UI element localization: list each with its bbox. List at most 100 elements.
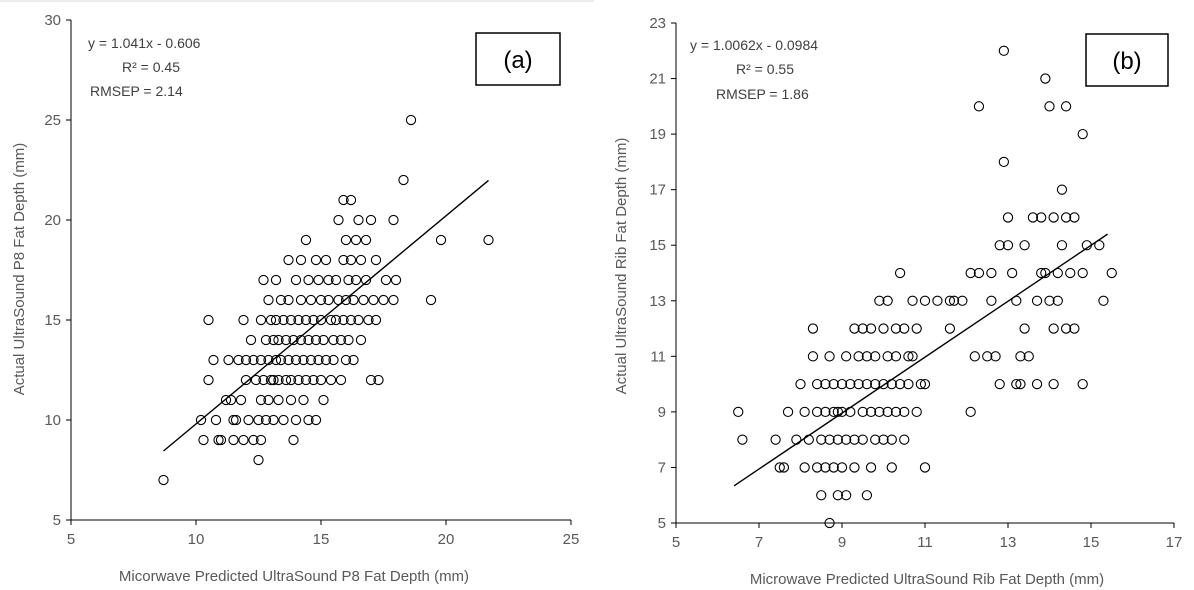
data-point-a [303, 414, 314, 426]
data-point-a [353, 314, 364, 326]
x-tick-label-b: 5 [672, 534, 680, 551]
data-point-b [865, 323, 877, 334]
data-point-b [911, 406, 922, 418]
data-point-a [298, 394, 309, 406]
data-point-b [899, 323, 910, 334]
data-point-b [836, 378, 848, 390]
data-point-a [285, 394, 297, 406]
data-point-a [263, 394, 274, 406]
panel-label-b: (b) [1112, 48, 1141, 75]
data-point-b [811, 378, 823, 390]
data-point-b [1044, 101, 1055, 112]
data-point-b [791, 434, 802, 445]
data-point-b [774, 462, 785, 473]
data-point-b [994, 378, 1005, 390]
data-point-a [338, 254, 349, 266]
data-point-a [310, 254, 322, 266]
data-point-b [832, 434, 843, 445]
data-point-a [235, 394, 247, 406]
data-point-b [849, 434, 860, 445]
y-tick-label-a: 15 [44, 312, 61, 329]
data-point-b [816, 434, 827, 445]
data-point-a [263, 294, 274, 306]
data-point-b [1031, 378, 1043, 390]
data-point-b [1044, 295, 1055, 306]
data-point-b [861, 378, 873, 390]
data-point-b [1048, 378, 1059, 390]
data-point-a [338, 194, 349, 206]
data-point-a [273, 374, 284, 386]
data-point-b [944, 295, 956, 306]
data-point-b [878, 434, 889, 445]
x-tick-label-b: 11 [917, 534, 933, 551]
data-point-b [899, 434, 910, 445]
data-point-b [824, 517, 835, 529]
data-point-b [874, 295, 885, 306]
data-point-b [820, 462, 831, 473]
data-point-a [255, 314, 267, 326]
data-point-a [228, 414, 239, 426]
data-point-b [849, 323, 860, 334]
data-point-b [865, 462, 877, 473]
data-point-b [1056, 184, 1068, 195]
data-point-b [899, 406, 910, 418]
data-point-b [998, 45, 1009, 56]
data-point-b [824, 434, 835, 445]
data-point-b [998, 156, 1009, 168]
data-point-b [770, 434, 781, 445]
data-point-b [807, 323, 819, 334]
data-point-b [857, 406, 868, 418]
data-point-b [1023, 351, 1034, 362]
data-point-a [348, 294, 359, 306]
data-point-a [273, 334, 284, 346]
r-squared-label-b: R² = 0.55 [736, 61, 794, 77]
data-point-a [300, 374, 312, 386]
equation-label-b: y = 1.0062x - 0.0984 [690, 37, 818, 53]
data-point-a [238, 434, 249, 446]
data-point-b [870, 434, 881, 445]
data-point-b [782, 406, 794, 418]
data-point-a [288, 334, 299, 346]
data-point-b [828, 406, 839, 418]
data-point-a [290, 414, 302, 426]
data-point-a [313, 354, 324, 366]
data-point-b [861, 490, 873, 501]
data-point-a [318, 394, 329, 406]
data-point-a [343, 274, 354, 286]
data-point-a [285, 314, 297, 326]
data-point-b [965, 406, 976, 418]
data-point-b [820, 406, 831, 418]
data-point-b [1069, 212, 1080, 223]
data-point-a [290, 354, 302, 366]
y-tick-label-b: 7 [658, 459, 666, 476]
data-point-b [836, 462, 848, 473]
data-point-a [345, 194, 357, 206]
data-point-a [230, 414, 242, 426]
data-point-b [994, 240, 1005, 251]
data-point-a [335, 374, 347, 386]
data-point-b [1077, 128, 1088, 140]
data-point-b [948, 295, 960, 306]
data-point-a [328, 354, 339, 366]
data-point-a [275, 354, 287, 366]
y-tick-label-b: 15 [649, 237, 666, 254]
data-point-a [303, 274, 314, 286]
data-point-a [348, 354, 359, 366]
data-point-b [1060, 101, 1072, 112]
data-point-a [378, 294, 389, 306]
data-point-a [308, 314, 319, 326]
data-point-a [360, 234, 372, 246]
data-point-a [310, 414, 322, 426]
data-point-b [886, 462, 897, 473]
data-point-a [330, 274, 342, 286]
data-point-a [260, 414, 272, 426]
data-point-a [338, 314, 349, 326]
data-point-b [865, 406, 877, 418]
data-point-a [353, 214, 364, 226]
data-point-a [198, 434, 209, 446]
data-point-a [355, 254, 367, 266]
data-point-b [870, 378, 881, 390]
data-point-b [828, 462, 839, 473]
data-point-a [255, 394, 267, 406]
